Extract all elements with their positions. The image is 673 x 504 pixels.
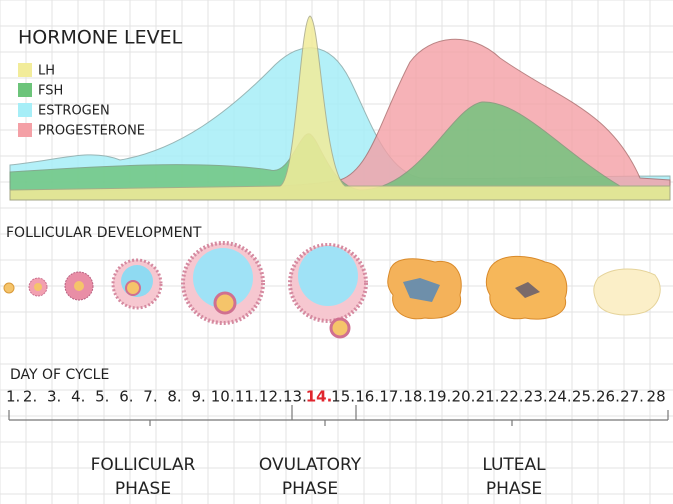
day-label: 25.	[572, 388, 596, 406]
phase-labels: FOLLICULAR PHASE OVULATORY PHASE LUTEAL PHASE	[91, 455, 547, 499]
day-label: 11.	[235, 388, 259, 406]
day-label: 4.	[71, 388, 85, 406]
day-label: 27.	[620, 388, 644, 406]
fsh-curve	[9, 101, 671, 201]
lh-curve	[9, 15, 671, 201]
day-label: 24.	[548, 388, 572, 406]
day-label: 14.	[306, 388, 333, 406]
section-title: FOLLICULAR DEVELOPMENT	[6, 225, 202, 241]
legend-swatch	[18, 103, 32, 117]
day-label: 26.	[596, 388, 620, 406]
day-label: 13.	[283, 388, 307, 406]
follicles	[3, 241, 661, 339]
day-label: 15.	[331, 388, 355, 406]
legend-swatch	[18, 123, 32, 137]
hormone-curves	[9, 15, 671, 201]
day-label: 9.	[191, 388, 205, 406]
legend-label: LH	[38, 64, 55, 79]
phase-label: LUTEAL	[482, 455, 546, 475]
day-label: 20.	[452, 388, 476, 406]
phase-label: PHASE	[115, 479, 171, 499]
day-label: 2.	[23, 388, 37, 406]
legend-swatch	[18, 63, 32, 77]
day-label: 7.	[143, 388, 157, 406]
day-label: 3.	[47, 388, 61, 406]
phase-ruler	[8, 405, 669, 426]
legend-label: ESTROGEN	[38, 104, 110, 119]
legend: LH FSH ESTROGEN PROGESTERONE	[18, 63, 145, 139]
day-label: 22.	[500, 388, 524, 406]
day-label: 18.	[403, 388, 427, 406]
day-label: 8.	[167, 388, 181, 406]
day-label: 17.	[379, 388, 403, 406]
phase-label: PHASE	[282, 479, 338, 499]
day-label: 28	[647, 388, 666, 406]
day-label: 1.	[6, 388, 20, 406]
phase-label: PHASE	[486, 479, 542, 499]
legend-label: FSH	[38, 84, 63, 99]
legend-label: PROGESTERONE	[38, 124, 145, 139]
day-label: 5.	[95, 388, 109, 406]
day-label: 10.	[211, 388, 235, 406]
day-label: 21.	[476, 388, 500, 406]
phase-label: FOLLICULAR	[91, 455, 196, 475]
day-labels: 1. 2. 3. 4. 5. 6. 7. 8. 9. 10. 11. 12. 13.14.15. 16. 1…	[6, 388, 666, 406]
phase-label: OVULATORY	[259, 455, 362, 475]
day-label: 16.	[355, 388, 379, 406]
day-label: 23.	[524, 388, 548, 406]
chart-title: HORMONE LEVEL	[18, 27, 183, 49]
legend-swatch	[18, 83, 32, 97]
day-label: 19.	[427, 388, 451, 406]
day-label: 6.	[119, 388, 133, 406]
day-label: 12.	[259, 388, 283, 406]
section-title: DAY OF CYCLE	[10, 367, 109, 383]
